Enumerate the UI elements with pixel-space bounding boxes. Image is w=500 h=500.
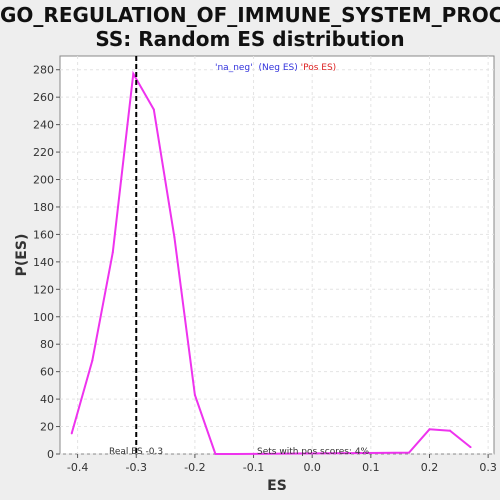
- x-tick-label: 0.2: [421, 461, 439, 474]
- y-tick-label: 100: [33, 311, 54, 324]
- y-tick-label: 200: [33, 174, 54, 187]
- legend-neg-es: (Neg ES): [259, 63, 298, 73]
- data-point: [132, 73, 134, 75]
- y-axis-ticks: 0 20 40 60 80 100 120 140 160 180 200 220 240 260 280: [33, 64, 60, 461]
- data-point: [449, 430, 451, 432]
- data-point: [214, 453, 216, 455]
- data-point: [71, 432, 73, 434]
- y-tick-label: 80: [40, 338, 54, 351]
- x-axis-label: ES: [267, 478, 287, 494]
- y-tick-label: 240: [33, 119, 54, 132]
- y-axis-label: P(ES): [14, 234, 30, 277]
- y-tick-label: 120: [33, 283, 54, 296]
- y-tick-label: 260: [33, 91, 54, 104]
- y-tick-label: 180: [33, 201, 54, 214]
- data-point: [112, 251, 114, 253]
- y-tick-label: 20: [40, 421, 54, 434]
- x-tick-label: -0.1: [243, 461, 264, 474]
- x-tick-label: 0.1: [362, 461, 380, 474]
- data-point: [91, 360, 93, 362]
- data-point: [153, 109, 155, 111]
- data-point: [194, 394, 196, 396]
- data-point: [428, 428, 430, 430]
- x-tick-label: -0.2: [184, 461, 205, 474]
- y-tick-label: 140: [33, 256, 54, 269]
- y-tick-label: 40: [40, 393, 54, 406]
- x-axis-ticks: -0.4 -0.3 -0.2 -0.1 0.0 0.1 0.2 0.3: [67, 454, 497, 474]
- x-tick-label: 0.0: [303, 461, 321, 474]
- data-point: [235, 453, 237, 455]
- pos-scores-annotation: Sets with pos scores: 4%: [257, 447, 370, 457]
- legend-name: 'na_neg': [215, 63, 253, 73]
- y-tick-label: 280: [33, 64, 54, 77]
- x-tick-label: -0.3: [126, 461, 147, 474]
- plot-area: [60, 56, 494, 454]
- y-tick-label: 220: [33, 146, 54, 159]
- y-tick-label: 60: [40, 366, 54, 379]
- legend: 'na_neg' (Neg ES) 'Pos ES): [215, 63, 336, 73]
- y-tick-label: 0: [47, 448, 54, 461]
- data-point: [173, 236, 175, 238]
- legend-pos-es: 'Pos ES): [301, 63, 337, 73]
- data-point: [470, 446, 472, 448]
- x-tick-label: -0.4: [67, 461, 88, 474]
- data-point: [408, 452, 410, 454]
- real-es-label: Real ES -0.3: [109, 447, 163, 457]
- x-tick-label: 0.3: [479, 461, 497, 474]
- y-tick-label: 160: [33, 228, 54, 241]
